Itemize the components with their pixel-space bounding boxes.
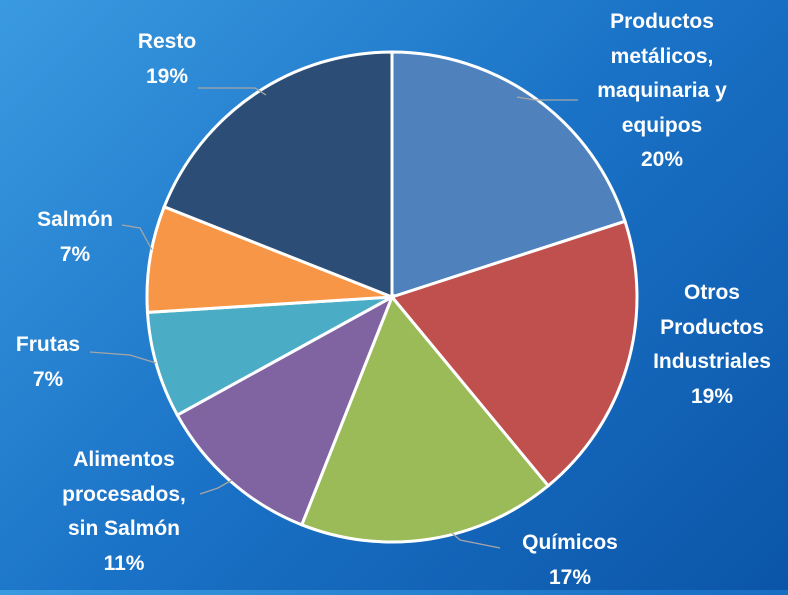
value-label: 19% bbox=[117, 60, 217, 95]
category-label: Otros Productos Industriales bbox=[642, 276, 782, 380]
leader-line bbox=[90, 352, 156, 363]
category-label: Alimentos procesados, sin Salmón bbox=[57, 443, 192, 547]
slice-label: Productos metálicos, maquinaria y equipo… bbox=[577, 5, 747, 178]
leader-line bbox=[200, 480, 232, 494]
category-label: Químicos bbox=[500, 526, 640, 561]
value-label: 11% bbox=[57, 547, 192, 582]
category-label: Resto bbox=[117, 25, 217, 60]
category-label: Frutas bbox=[0, 328, 98, 363]
value-label: 20% bbox=[577, 143, 747, 178]
category-label: Salmón bbox=[25, 203, 125, 238]
value-label: 19% bbox=[642, 380, 782, 415]
value-label: 7% bbox=[25, 238, 125, 273]
value-label: 7% bbox=[0, 363, 98, 398]
leader-line bbox=[122, 225, 152, 250]
leader-line bbox=[452, 533, 500, 548]
category-label: Productos metálicos, maquinaria y equipo… bbox=[577, 5, 747, 143]
